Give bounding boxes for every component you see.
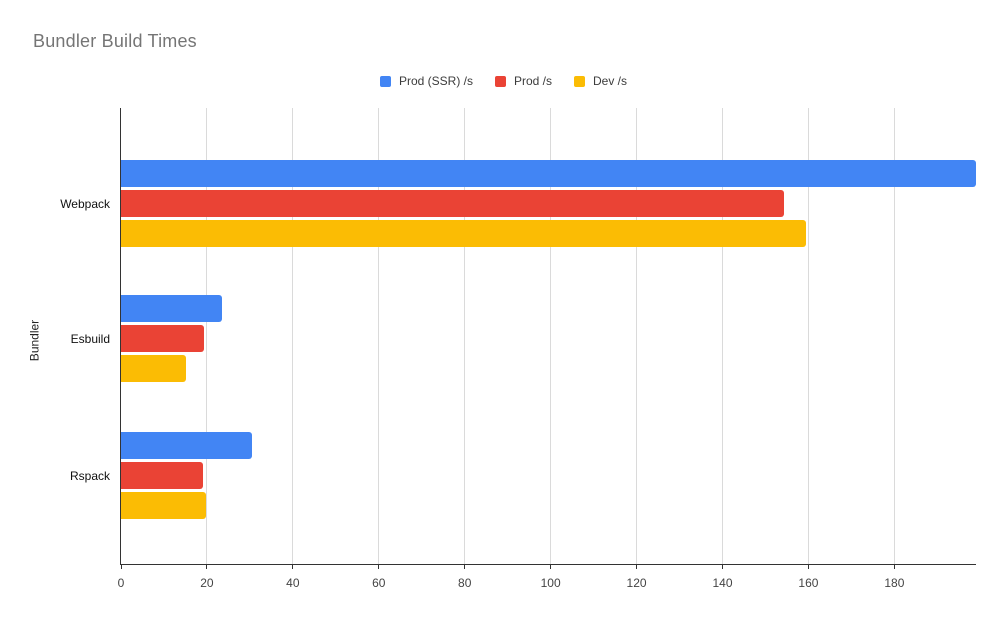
gridline-60 bbox=[378, 108, 380, 564]
legend-swatch-prod-s bbox=[494, 75, 506, 87]
x-axis-tick-140 bbox=[722, 564, 723, 569]
category-label-webpack: Webpack bbox=[60, 196, 110, 211]
plot-area: Webpack Esbuild Rspack 0 20 40 60 80 100 120 140 16… bbox=[60, 108, 976, 590]
x-axis-label-80: 80 bbox=[458, 576, 472, 590]
legend-swatch-dev-s bbox=[574, 75, 585, 87]
category-label-esbuild: Esbuild bbox=[70, 331, 110, 346]
x-axis-tick-20 bbox=[206, 564, 208, 569]
x-axis-label-100: 100 bbox=[540, 576, 561, 590]
x-axis-label-140: 140 bbox=[712, 576, 733, 590]
x-axis-tick-100 bbox=[550, 564, 552, 569]
legend-item-prod-s: Prod /s bbox=[494, 74, 552, 88]
bar-webpack-prod-ssr-s[interactable] bbox=[121, 160, 976, 187]
x-axis-tick-60 bbox=[378, 564, 380, 569]
x-axis-label-40: 40 bbox=[286, 576, 300, 590]
chart-title: Bundler Build Times bbox=[33, 31, 197, 51]
x-axis-label-60: 60 bbox=[372, 576, 386, 590]
x-axis-tick-120 bbox=[636, 564, 638, 569]
gridline-140 bbox=[722, 108, 723, 564]
gridline-120 bbox=[636, 108, 638, 564]
category-label-rspack: Rspack bbox=[69, 468, 110, 483]
legend-label-dev-s: Dev /s bbox=[593, 74, 628, 88]
x-axis-tick-80 bbox=[464, 564, 466, 569]
legend-item-prod-ssr-s: Prod (SSR) /s bbox=[379, 74, 473, 88]
gridline-40 bbox=[292, 108, 294, 564]
legend-label-prod-s: Prod /s bbox=[513, 74, 552, 88]
bar-webpack-dev-s[interactable] bbox=[121, 220, 807, 247]
gridline-80 bbox=[464, 108, 466, 564]
x-axis-tick-40 bbox=[292, 564, 294, 569]
bar-rspack-prod-s[interactable] bbox=[121, 462, 204, 489]
gridline-20 bbox=[206, 108, 208, 564]
x-axis-label-120: 120 bbox=[626, 576, 647, 590]
legend: Prod (SSR) /s Prod /s Dev /s bbox=[0, 74, 1007, 88]
bar-webpack-prod-s[interactable] bbox=[121, 190, 785, 217]
x-axis-label-20: 20 bbox=[200, 576, 214, 590]
gridline-160 bbox=[807, 108, 809, 564]
bar-rspack-prod-ssr-s[interactable] bbox=[121, 432, 252, 459]
legend-swatch-prod-ssr-s bbox=[379, 75, 391, 87]
x-axis-tick-180 bbox=[893, 564, 895, 569]
x-axis-label-0: 0 bbox=[117, 576, 125, 590]
bar-rspack-dev-s[interactable] bbox=[121, 492, 206, 519]
bar-esbuild-prod-ssr-s[interactable] bbox=[121, 295, 222, 322]
x-axis-tick-0 bbox=[120, 564, 122, 569]
legend-item-dev-s: Dev /s bbox=[574, 74, 627, 88]
bar-esbuild-dev-s[interactable] bbox=[121, 355, 187, 382]
gridline-180 bbox=[893, 108, 895, 564]
bar-esbuild-prod-s[interactable] bbox=[121, 325, 204, 352]
x-axis-label-160: 160 bbox=[798, 576, 819, 590]
x-axis-label-180: 180 bbox=[884, 576, 905, 590]
y-axis-title: Bundler bbox=[27, 319, 42, 362]
legend-label-prod-ssr-s: Prod (SSR) /s bbox=[398, 74, 473, 88]
x-axis-tick-160 bbox=[807, 564, 809, 569]
gridline-100 bbox=[550, 108, 552, 564]
